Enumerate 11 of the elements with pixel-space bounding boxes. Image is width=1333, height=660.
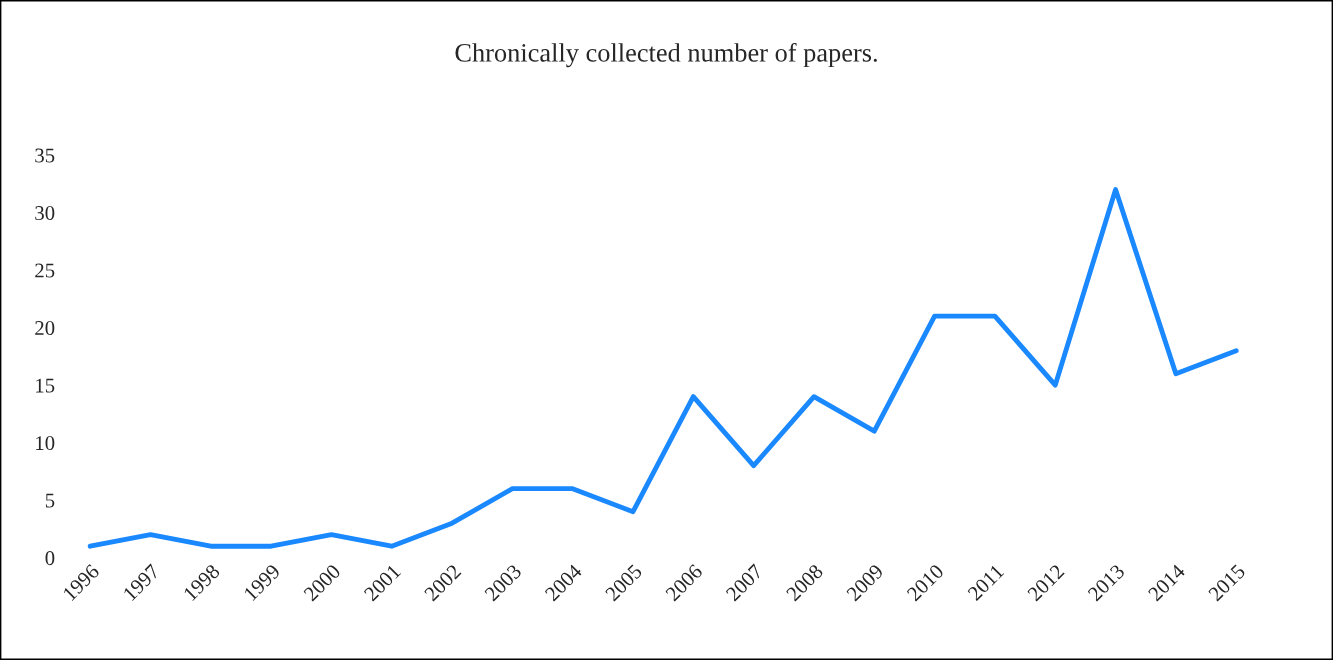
x-tick-label: 2011: [967, 563, 1005, 602]
y-tick-label: 30: [35, 205, 55, 221]
chart-title: Chronically collected number of papers.: [455, 42, 877, 68]
y-tick-label: 5: [45, 493, 55, 508]
y-tick-label: 15: [36, 378, 55, 393]
y-tick-label: 10: [36, 436, 55, 451]
y-tick-label: 20: [35, 321, 55, 336]
y-tick-label: 0: [45, 551, 55, 566]
y-tick-label: 35: [35, 148, 55, 163]
line-series: [87, 187, 1239, 549]
y-tick-label: 25: [35, 263, 55, 278]
